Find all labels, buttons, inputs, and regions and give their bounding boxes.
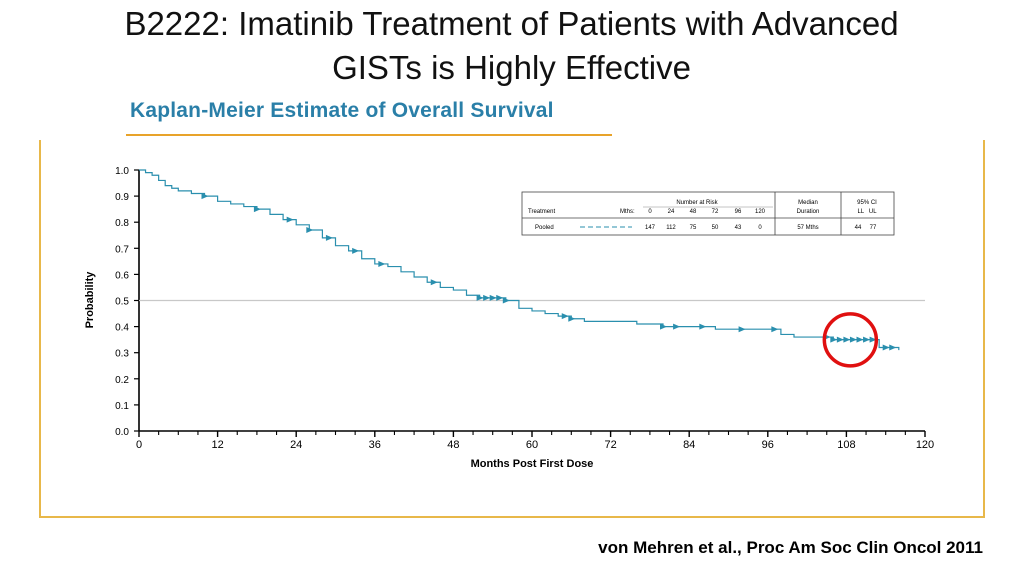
slide-title-line-2: GISTs is Highly Effective [332, 49, 691, 86]
censor-mark [699, 323, 707, 330]
x-axis-label: Months Post First Dose [471, 458, 594, 470]
censor-mark [378, 260, 386, 267]
risk-table-count: 75 [690, 225, 697, 231]
x-tick-label: 48 [447, 439, 459, 451]
risk-table-month: 96 [735, 209, 742, 215]
risk-table-count: 0 [758, 225, 762, 231]
risk-table-ci-ul: 77 [870, 225, 877, 231]
risk-table-month: 72 [712, 209, 719, 215]
x-tick-label: 72 [604, 439, 616, 451]
censor-mark [430, 279, 438, 286]
censor-mark [660, 323, 667, 330]
x-tick-label: 96 [762, 439, 774, 451]
y-tick-label: 0.3 [115, 349, 129, 360]
citation: von Mehren et al., Proc Am Soc Clin Onco… [598, 538, 983, 557]
km-curve-pooled [139, 169, 900, 351]
censor-mark [201, 193, 209, 200]
censor-marks [201, 193, 897, 351]
risk-table-median-header: Median [798, 200, 818, 206]
risk-table-duration-header: Duration [797, 209, 820, 215]
risk-table-months: 0 24 48 72 96 120 [648, 209, 765, 215]
slide-title: B2222: Imatinib Treatment of Patients wi… [0, 2, 1023, 90]
y-tick-label: 0.4 [115, 323, 129, 334]
y-tick-label: 0.8 [115, 218, 129, 229]
x-tick-label: 24 [290, 439, 302, 451]
risk-table-counts: 147 112 75 50 43 0 [645, 225, 762, 231]
censor-mark [738, 326, 746, 333]
censor-mark [489, 294, 497, 301]
y-axis-label: Probability [84, 271, 96, 329]
risk-table-ci-header: 95% CI [857, 200, 877, 206]
censor-mark [849, 336, 857, 343]
censor-mark [306, 227, 314, 234]
x-tick-label: 120 [916, 439, 934, 451]
highlight-circle [822, 312, 879, 368]
censor-mark [476, 294, 484, 301]
censor-mark [352, 247, 360, 254]
censor-mark [889, 344, 897, 351]
risk-table-count: 50 [712, 225, 719, 231]
censor-mark [856, 336, 864, 343]
risk-table-count: 43 [735, 225, 742, 231]
slide-title-line-1: B2222: Imatinib Treatment of Patients wi… [124, 5, 899, 42]
chart-frame [39, 140, 985, 518]
censor-mark [568, 315, 576, 322]
x-tick-label: 12 [211, 439, 223, 451]
censor-mark [325, 234, 333, 241]
chart-title-underline [126, 134, 612, 136]
risk-table-month: 24 [668, 209, 675, 215]
y-tick-label: 0.6 [115, 270, 129, 281]
censor-mark [869, 336, 877, 343]
chart-title: Kaplan-Meier Estimate of Overall Surviva… [130, 99, 554, 122]
censor-mark [830, 336, 838, 343]
risk-table: Number at Risk Treatment Mths: 0 24 48 72 96… [521, 191, 895, 236]
y-tick-label: 0.2 [115, 375, 129, 386]
x-tick-label: 0 [136, 439, 142, 451]
risk-table-row-name: Pooled [535, 225, 554, 231]
censor-mark [771, 326, 779, 333]
risk-table-treatment-header: Treatment [528, 209, 555, 215]
y-tick-label: 0.5 [115, 297, 129, 308]
risk-table-month: 48 [690, 209, 697, 215]
censor-mark [286, 216, 294, 223]
risk-table-ll-ul-header: LL UL [857, 209, 877, 215]
censor-mark [863, 336, 871, 343]
x-tick-label: 84 [683, 439, 695, 451]
censor-mark [843, 336, 851, 343]
censor-mark [882, 344, 890, 351]
risk-table-ci-ll: 44 [855, 225, 862, 231]
risk-table-count: 147 [645, 225, 656, 231]
y-tick-label: 1.0 [115, 166, 129, 177]
risk-table-median-value: 57 Mths [797, 225, 818, 231]
risk-table-count: 112 [666, 225, 676, 231]
y-tick-label: 0.1 [115, 401, 129, 412]
censor-mark [561, 313, 569, 320]
censor-mark [836, 336, 844, 343]
x-tick-label: 36 [369, 439, 381, 451]
x-tick-label: 108 [837, 439, 855, 451]
x-tick-label: 60 [526, 439, 538, 451]
risk-table-month: 120 [755, 209, 766, 215]
risk-table-month: 0 [648, 209, 652, 215]
censor-mark [502, 297, 510, 304]
survival-chart: 0.0 0.1 0.2 0.3 0.4 0.5 0.6 0.7 0.8 0.9 1.0 0 12 24 36… [84, 166, 934, 470]
y-tick-label: 0.0 [115, 427, 129, 438]
risk-table-number-at-risk: Number at Risk [676, 200, 718, 206]
y-tick-label: 0.7 [115, 244, 129, 255]
censor-mark [483, 294, 491, 301]
axis-ticks: 0.0 0.1 0.2 0.3 0.4 0.5 0.6 0.7 0.8 0.9 1.0 0 12 24 36… [115, 166, 934, 451]
risk-table-mths-header: Mths: [620, 209, 635, 215]
censor-mark [673, 323, 681, 330]
censor-mark [496, 294, 504, 301]
y-tick-label: 0.9 [115, 192, 129, 203]
censor-mark [253, 206, 261, 213]
